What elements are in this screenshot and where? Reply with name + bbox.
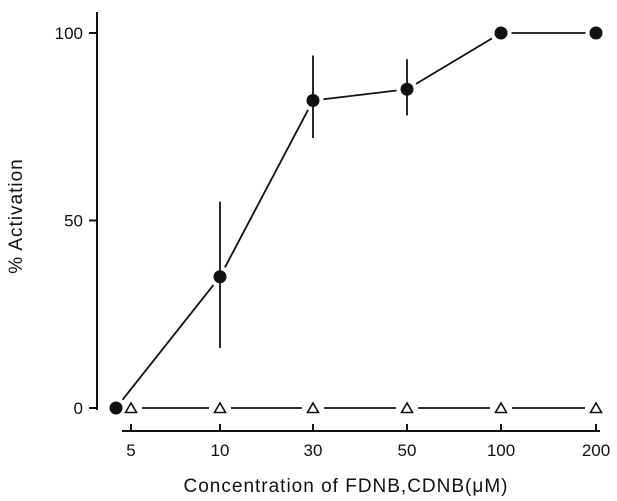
y-tick-label: 0: [74, 399, 83, 418]
series-1-line-segment: [224, 109, 309, 268]
chart-marks: [109, 26, 603, 415]
series-1-line-segment: [323, 89, 397, 101]
series-2-point: [589, 401, 603, 414]
axes: 0 50 100 5 10 30 50 100 200: [55, 12, 610, 460]
x-tick-label: 30: [304, 441, 323, 460]
series-2-point: [124, 401, 138, 414]
x-tick-label: 200: [582, 441, 610, 460]
x-tick-label: 50: [398, 441, 417, 460]
series-1-point: [494, 26, 508, 40]
x-tick-label: 10: [211, 441, 230, 460]
y-tick-label: 50: [64, 212, 83, 231]
x-tick-label: 100: [487, 441, 515, 460]
series-1-point: [109, 401, 123, 415]
y-tick-label: 100: [55, 24, 83, 43]
x-axis-title: Concentration of FDNB,CDNB(μM): [184, 476, 509, 497]
y-axis-title: % Activation: [6, 158, 27, 274]
series-2-point: [494, 401, 508, 414]
x-tick-label: 5: [126, 441, 135, 460]
series-1-point: [400, 82, 414, 96]
series-1-line-segment: [121, 284, 215, 401]
series-2-point: [213, 401, 227, 414]
series-1-point: [213, 270, 227, 284]
series-1-point: [306, 94, 320, 107]
series-1-line-segment: [415, 37, 493, 85]
series-1-point: [589, 26, 603, 40]
series-2-point: [400, 401, 414, 414]
series-2-point: [306, 401, 320, 414]
